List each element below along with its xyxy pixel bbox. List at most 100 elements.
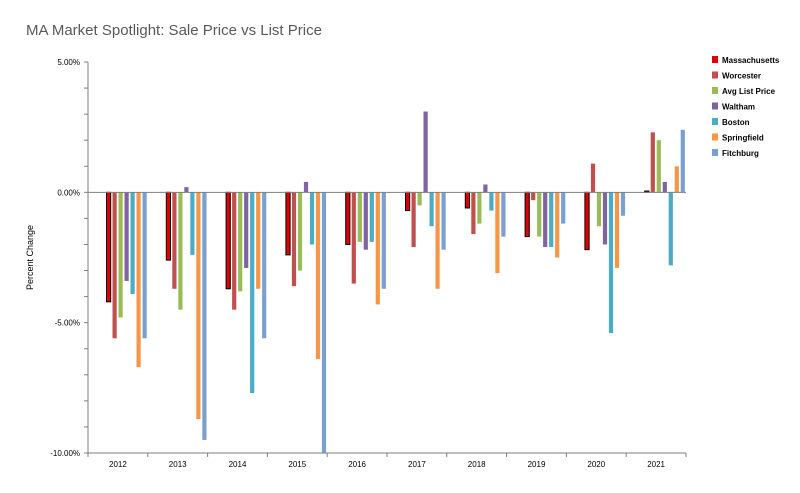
bar-waltham-2021 xyxy=(662,181,667,193)
bar-waltham-2018 xyxy=(483,184,488,193)
legend-label-worcester: Worcester xyxy=(722,72,761,81)
bar-springfield-2019 xyxy=(555,192,560,258)
bar-worcester-2017 xyxy=(411,192,416,248)
x-tick-label: 2020 xyxy=(587,460,605,469)
bar-massachusetts-2012 xyxy=(106,191,112,303)
bar-waltham-2019 xyxy=(543,192,548,248)
labels-layer: 5.00% 0.00% -5.00% -10.00% Percent Change 201… xyxy=(25,58,666,469)
bar-boston-2015 xyxy=(309,192,315,245)
bar-springfield-2018 xyxy=(495,192,500,274)
legend-label-boston: Boston xyxy=(722,118,750,127)
x-tick-label: 2016 xyxy=(348,460,366,469)
bar-springfield-2017 xyxy=(435,192,440,289)
bar-worcester-2018 xyxy=(471,192,476,235)
bar-waltham-2014 xyxy=(244,192,249,268)
bar-avg-list-price-2012 xyxy=(118,192,123,318)
bar-springfield-2012 xyxy=(136,192,141,367)
bar-boston-2014 xyxy=(250,192,255,394)
bar-massachusetts-2020 xyxy=(584,191,590,251)
legend-swatch-worcester xyxy=(712,71,718,79)
legend-label-avg-list-price: Avg List Price xyxy=(722,87,776,96)
bar-worcester-2012 xyxy=(112,192,117,339)
legend-swatch-avg-list-price xyxy=(712,87,718,94)
bar-worcester-2013 xyxy=(172,192,177,289)
bar-fitchburg-2017 xyxy=(441,192,446,250)
bar-massachusetts-2015 xyxy=(285,191,291,256)
bar-worcester-2020 xyxy=(590,163,596,193)
x-tick-label: 2021 xyxy=(647,460,665,469)
bar-avg-list-price-2018 xyxy=(477,192,482,224)
chart-title: MA Market Spotlight: Sale Price vs List … xyxy=(26,22,322,39)
bar-boston-2019 xyxy=(549,192,554,248)
bar-avg-list-price-2020 xyxy=(596,192,602,227)
bar-waltham-2016 xyxy=(363,192,368,250)
y-tick-label: -10.00% xyxy=(50,449,80,458)
bar-boston-2012 xyxy=(130,192,135,294)
bar-worcester-2021 xyxy=(650,132,655,193)
bar-waltham-2020 xyxy=(602,192,608,245)
bar-avg-list-price-2019 xyxy=(537,192,542,237)
bar-avg-list-price-2014 xyxy=(238,192,243,292)
bar-avg-list-price-2015 xyxy=(297,192,303,271)
bar-massachusetts-2019 xyxy=(524,191,530,238)
bar-massachusetts-2016 xyxy=(345,191,351,245)
legend-label-massachusetts: Massachusetts xyxy=(722,56,780,65)
bar-boston-2013 xyxy=(190,192,195,255)
bar-fitchburg-2021 xyxy=(680,129,685,193)
bar-springfield-2020 xyxy=(614,192,620,268)
legend-swatch-waltham xyxy=(712,102,718,110)
bar-massachusetts-2017 xyxy=(405,191,411,212)
bar-boston-2017 xyxy=(429,192,434,227)
bar-worcester-2019 xyxy=(531,192,536,201)
bar-fitchburg-2014 xyxy=(262,192,267,339)
legend-layer: Massachusetts Worcester Avg List Price Walt… xyxy=(712,56,780,158)
bar-springfield-2014 xyxy=(256,192,261,289)
x-tick-label: 2014 xyxy=(229,460,247,469)
bar-massachusetts-2014 xyxy=(225,191,231,290)
legend-label-springfield: Springfield xyxy=(722,134,764,143)
bar-waltham-2017 xyxy=(423,111,428,193)
bar-fitchburg-2020 xyxy=(620,192,626,216)
bar-fitchburg-2018 xyxy=(501,192,506,237)
bar-avg-list-price-2013 xyxy=(178,192,183,310)
bars-layer xyxy=(106,111,685,454)
x-tick-label: 2019 xyxy=(528,460,546,469)
x-tick-label: 2017 xyxy=(408,460,426,469)
bar-springfield-2021 xyxy=(674,166,679,193)
bar-waltham-2012 xyxy=(124,192,129,281)
bar-avg-list-price-2016 xyxy=(357,192,362,242)
y-axis-title: Percent Change xyxy=(25,225,35,290)
legend-swatch-boston xyxy=(712,118,718,125)
y-tick-label: -5.00% xyxy=(55,319,80,328)
x-tick-label: 2015 xyxy=(288,460,306,469)
bar-fitchburg-2015 xyxy=(321,192,327,454)
axes-layer xyxy=(84,61,687,457)
x-tick-label: 2013 xyxy=(169,460,187,469)
legend-label-fitchburg: Fitchburg xyxy=(722,149,759,158)
legend-swatch-massachusetts xyxy=(712,56,718,63)
bar-fitchburg-2013 xyxy=(202,192,207,440)
legend-swatch-fitchburg xyxy=(712,149,718,156)
x-tick-label: 2012 xyxy=(109,460,127,469)
bar-boston-2016 xyxy=(369,192,374,242)
y-tick-label: 0.00% xyxy=(57,188,80,197)
bar-springfield-2016 xyxy=(375,192,380,305)
bar-fitchburg-2019 xyxy=(561,192,566,224)
bar-avg-list-price-2017 xyxy=(417,192,422,206)
x-tick-label: 2018 xyxy=(468,460,486,469)
legend-swatch-springfield xyxy=(712,133,718,141)
bar-massachusetts-2013 xyxy=(165,191,172,261)
bar-boston-2018 xyxy=(489,192,494,211)
bar-fitchburg-2012 xyxy=(142,192,147,339)
bar-boston-2021 xyxy=(668,192,673,266)
bar-waltham-2015 xyxy=(303,181,309,193)
bar-springfield-2013 xyxy=(196,192,201,420)
bar-boston-2020 xyxy=(608,192,614,334)
bar-worcester-2016 xyxy=(351,192,356,284)
bar-springfield-2015 xyxy=(315,192,321,360)
bar-fitchburg-2016 xyxy=(381,192,386,289)
bar-massachusetts-2018 xyxy=(464,191,470,209)
bar-worcester-2014 xyxy=(232,192,237,310)
